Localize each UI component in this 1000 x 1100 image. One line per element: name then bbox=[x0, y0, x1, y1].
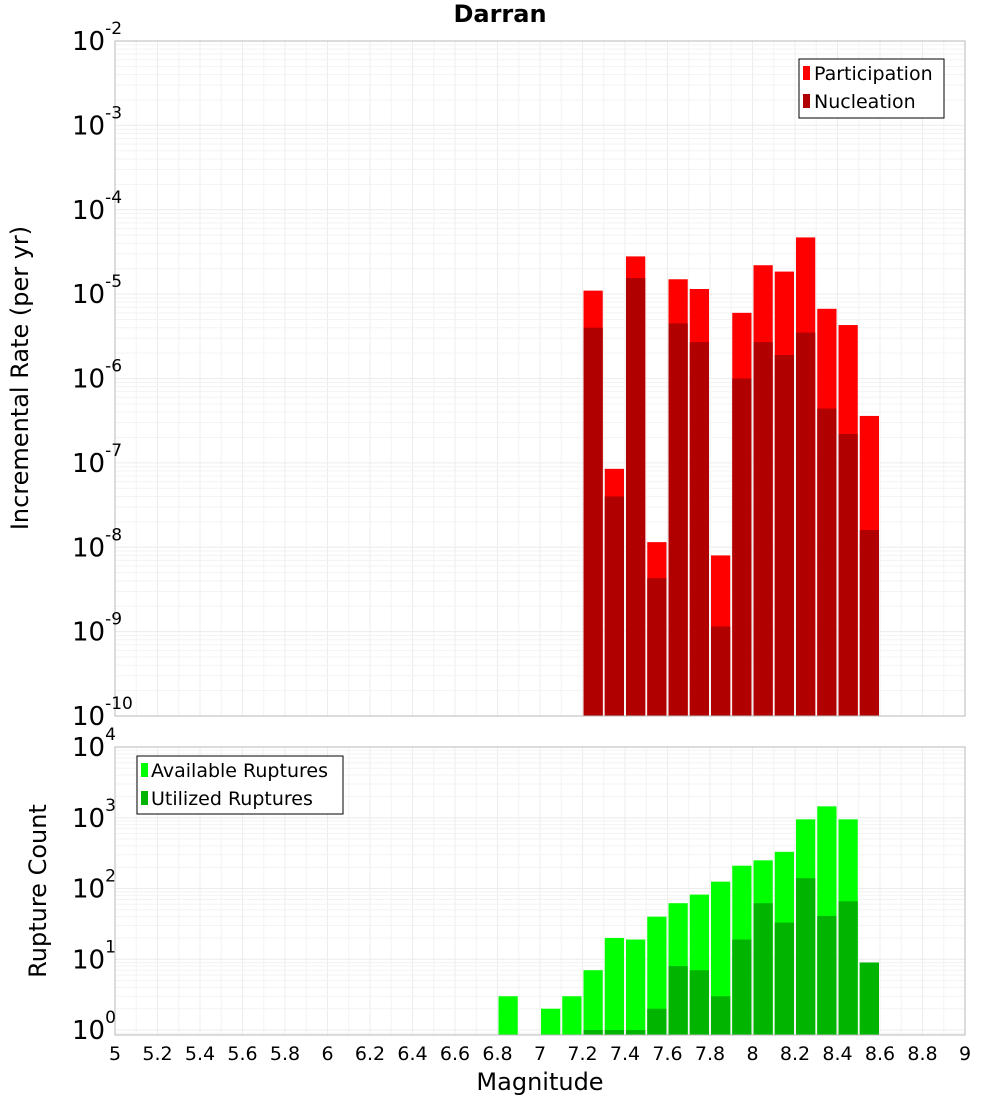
rate-bar-nucleation bbox=[583, 327, 603, 716]
x-tick-label: 8 bbox=[746, 1043, 758, 1065]
legend-swatch-nucleation bbox=[803, 94, 810, 108]
count-bar-available-ruptures bbox=[626, 939, 646, 1035]
y-tick-label: 10-6 bbox=[72, 357, 122, 395]
y-tick-label: 10-9 bbox=[72, 610, 122, 648]
x-tick-label: 5.6 bbox=[227, 1043, 257, 1065]
rates-panel: 10-10 10-9 10-8 10-7 10-6 10-5 10-4 10-3 10-2 In… bbox=[6, 19, 966, 732]
x-tick-label: 6 bbox=[321, 1043, 333, 1065]
legend-label-available: Available Ruptures bbox=[151, 760, 328, 782]
x-tick-label: 7.4 bbox=[610, 1043, 640, 1065]
x-tick-label: 5.8 bbox=[270, 1043, 300, 1065]
x-tick-label: 9 bbox=[959, 1043, 971, 1065]
x-tick-label: 8.8 bbox=[907, 1043, 937, 1065]
counts-plot-frame bbox=[114, 746, 966, 1036]
count-bar-utilized-ruptures bbox=[626, 1030, 646, 1035]
y-tick-label: 100 bbox=[72, 1008, 116, 1046]
rate-bar-nucleation bbox=[604, 496, 624, 716]
chart-title: Darran bbox=[453, 0, 546, 28]
y-tick-label: 10-5 bbox=[72, 272, 122, 310]
count-bar-utilized-ruptures bbox=[859, 962, 879, 1035]
count-bar-utilized-ruptures bbox=[817, 915, 837, 1035]
legend-label-nucleation: Nucleation bbox=[814, 91, 916, 113]
x-tick-label: 7.6 bbox=[652, 1043, 682, 1065]
x-tick-label: 6.2 bbox=[355, 1043, 385, 1065]
x-tick-label: 8.4 bbox=[822, 1043, 852, 1065]
rate-bar-nucleation bbox=[838, 433, 858, 716]
legend-label-participation: Participation bbox=[814, 63, 933, 85]
x-tick-label: 6.6 bbox=[440, 1043, 470, 1065]
y-tick-label: 102 bbox=[72, 867, 116, 905]
count-bar-utilized-ruptures bbox=[711, 996, 731, 1035]
y-tick-label: 101 bbox=[72, 937, 116, 975]
count-bar-utilized-ruptures bbox=[774, 922, 794, 1035]
legend-swatch-available bbox=[141, 763, 148, 777]
rates-legend: Participation Nucleation bbox=[798, 58, 945, 119]
count-bar-utilized-ruptures bbox=[796, 878, 816, 1035]
rate-bar-nucleation bbox=[774, 354, 794, 716]
x-tick-label: 7.8 bbox=[695, 1043, 725, 1065]
rate-bar-nucleation bbox=[732, 378, 752, 716]
rates-y-axis-label: Incremental Rate (per yr) bbox=[6, 226, 34, 530]
count-bar-available-ruptures bbox=[583, 970, 603, 1035]
y-tick-label: 10-4 bbox=[72, 188, 122, 226]
y-tick-label: 10-8 bbox=[72, 525, 122, 563]
count-bar-utilized-ruptures bbox=[732, 939, 752, 1035]
rate-bar-nucleation bbox=[817, 408, 837, 716]
legend-swatch-utilized bbox=[141, 791, 148, 805]
rate-bar-nucleation bbox=[753, 342, 773, 716]
rate-bar-nucleation bbox=[626, 278, 646, 716]
counts-y-axis-label: Rupture Count bbox=[24, 804, 52, 978]
count-bar-available-ruptures bbox=[604, 937, 624, 1035]
rate-bar-nucleation bbox=[668, 323, 688, 716]
count-bar-utilized-ruptures bbox=[753, 903, 773, 1035]
x-tick-label: 7 bbox=[534, 1043, 546, 1065]
y-tick-label: 104 bbox=[72, 725, 116, 763]
legend-swatch-participation bbox=[803, 66, 810, 80]
rates-plot-frame bbox=[114, 40, 966, 717]
count-bar-utilized-ruptures bbox=[647, 1008, 667, 1035]
y-tick-label: 10-2 bbox=[72, 19, 122, 57]
x-tick-label: 8.2 bbox=[780, 1043, 810, 1065]
x-tick-label: 8.6 bbox=[865, 1043, 895, 1065]
y-tick-label: 103 bbox=[72, 796, 116, 834]
count-bar-available-ruptures bbox=[541, 1008, 561, 1035]
count-bar-utilized-ruptures bbox=[668, 966, 688, 1035]
legend-label-utilized: Utilized Ruptures bbox=[151, 788, 313, 810]
count-bar-available-ruptures bbox=[647, 916, 667, 1035]
x-axis-label: Magnitude bbox=[476, 1068, 603, 1096]
count-bar-utilized-ruptures bbox=[689, 970, 709, 1035]
x-tick-label: 5.2 bbox=[142, 1043, 172, 1065]
count-bar-utilized-ruptures bbox=[583, 1030, 603, 1035]
rate-bar-nucleation bbox=[859, 530, 879, 716]
x-axis-ticks: 5 5.2 5.4 5.6 5.8 6 6.2 6.4 6.6 6.8 7 7.2 7.4 7.6 7.8 8… bbox=[109, 1043, 971, 1065]
count-bar-available-ruptures bbox=[498, 996, 518, 1035]
counts-panel: 100 101 102 103 104 Rupture Count Available … bbox=[24, 725, 966, 1046]
x-tick-label: 5.4 bbox=[185, 1043, 215, 1065]
x-tick-label: 6.8 bbox=[482, 1043, 512, 1065]
rate-bar-nucleation bbox=[689, 342, 709, 716]
x-tick-label: 5 bbox=[109, 1043, 121, 1065]
x-tick-label: 7.2 bbox=[567, 1043, 597, 1065]
count-bar-available-ruptures bbox=[562, 996, 582, 1035]
counts-legend: Available Ruptures Utilized Ruptures bbox=[136, 755, 344, 815]
y-tick-label: 10-3 bbox=[72, 103, 122, 141]
y-tick-label: 10-10 bbox=[72, 694, 133, 732]
count-bar-utilized-ruptures bbox=[604, 1030, 624, 1035]
count-bar-utilized-ruptures bbox=[838, 901, 858, 1035]
x-tick-label: 6.4 bbox=[397, 1043, 427, 1065]
rate-bar-nucleation bbox=[796, 332, 816, 716]
rate-bar-nucleation bbox=[711, 626, 731, 716]
rate-bar-nucleation bbox=[647, 578, 667, 716]
y-tick-label: 10-7 bbox=[72, 441, 122, 479]
